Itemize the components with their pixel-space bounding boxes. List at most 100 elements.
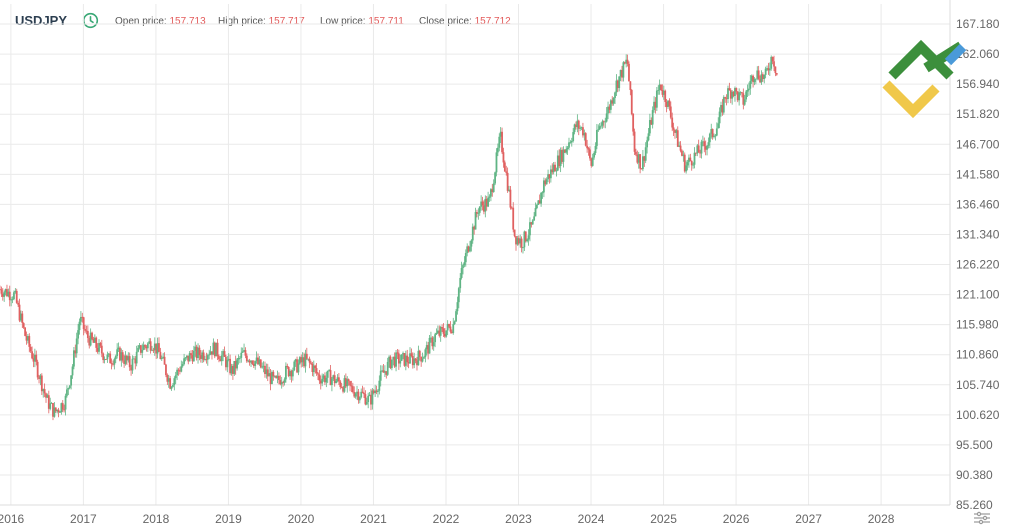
candle-body [675,130,678,133]
candle-body [250,360,252,363]
candle-body [524,231,527,242]
candle-body [28,336,31,347]
candle-body [573,124,576,133]
candle-body [711,129,714,138]
high-price: High price: 157.717 [218,16,305,27]
candle-body [123,360,126,364]
candle-body [602,121,605,123]
candle-body [425,345,428,350]
candle-body [381,370,384,372]
candle-body [753,79,756,83]
candle-body [520,238,523,248]
candle-body [372,390,375,394]
candle-body [536,204,538,209]
candle-body [667,100,669,107]
candle-body [82,317,85,330]
candle-body [135,351,138,364]
candle-body [356,391,358,394]
candle-body [286,365,289,368]
candle-body [386,361,389,375]
candle-body [78,321,81,331]
candle-body [629,81,632,91]
candle-body [492,183,495,193]
candle-body [568,142,570,148]
candle-body [257,357,259,365]
candle-body [7,291,10,297]
candle-body [729,90,732,99]
candle-body [523,231,526,248]
y-tick-label: 105.740 [956,378,1000,392]
x-tick-label: 2026 [723,512,750,526]
chart-settings-icon[interactable] [972,511,992,525]
candle-body [743,99,746,105]
candle-body [562,149,565,162]
open-price-value: 157.713 [169,16,206,27]
candle-body [199,355,202,359]
candle-body [696,145,699,154]
candle-body [50,403,53,404]
candle-body [648,120,651,134]
candle-body [646,140,648,148]
candle-body [715,128,718,136]
candle-body [732,91,735,96]
candle-body [519,238,522,244]
candle-body [665,102,668,107]
brand-logo-svg [882,39,967,119]
candle-body [190,353,192,356]
candle-body [424,349,427,358]
candle-body [276,375,279,379]
candle-body [75,338,78,354]
candle-body [360,391,363,398]
candle-body [107,353,110,355]
candle-body [527,235,530,240]
candle-body [159,351,162,360]
candle-body [60,403,63,413]
candle-body [579,127,582,129]
x-tick-label: 2017 [70,512,97,526]
candle-body [411,356,414,366]
candle-body [647,133,650,141]
candle-body [584,133,587,146]
candle-body [664,90,667,103]
candle-body [416,360,418,366]
candle-body [483,205,485,212]
candle-body [577,120,580,129]
candle-body [558,155,561,167]
candle-body [262,365,265,367]
candle-body [448,324,450,327]
candle-body [637,154,640,163]
candle-body [529,222,531,236]
candle-body [180,366,183,372]
candle-body [717,123,720,129]
candle-body [367,395,370,403]
candle-body [612,98,615,104]
candle-body [775,73,778,75]
candle-body [478,206,481,213]
candle-body [421,358,424,362]
brand-logo [878,38,972,132]
candle-body [512,207,515,230]
candle-body [399,360,402,364]
candle-body [206,355,209,360]
candle-body [339,381,342,387]
candle-body [234,360,237,369]
candle-body [633,131,636,152]
candle-body [141,349,144,353]
candle-body [3,292,6,297]
candle-body [220,355,223,362]
candle-body [22,323,25,328]
candle-body [699,152,701,154]
candle-body [644,147,647,161]
candle-body [430,337,432,339]
candle-body [457,288,460,303]
candle-body [731,91,734,99]
candle-body [155,343,158,354]
candle-body [754,78,757,80]
candle-body [219,359,222,362]
candle-body [247,360,250,362]
candle-body [176,369,179,376]
candle-body [752,75,754,83]
candle-body [476,212,478,214]
candle-body [580,127,583,128]
